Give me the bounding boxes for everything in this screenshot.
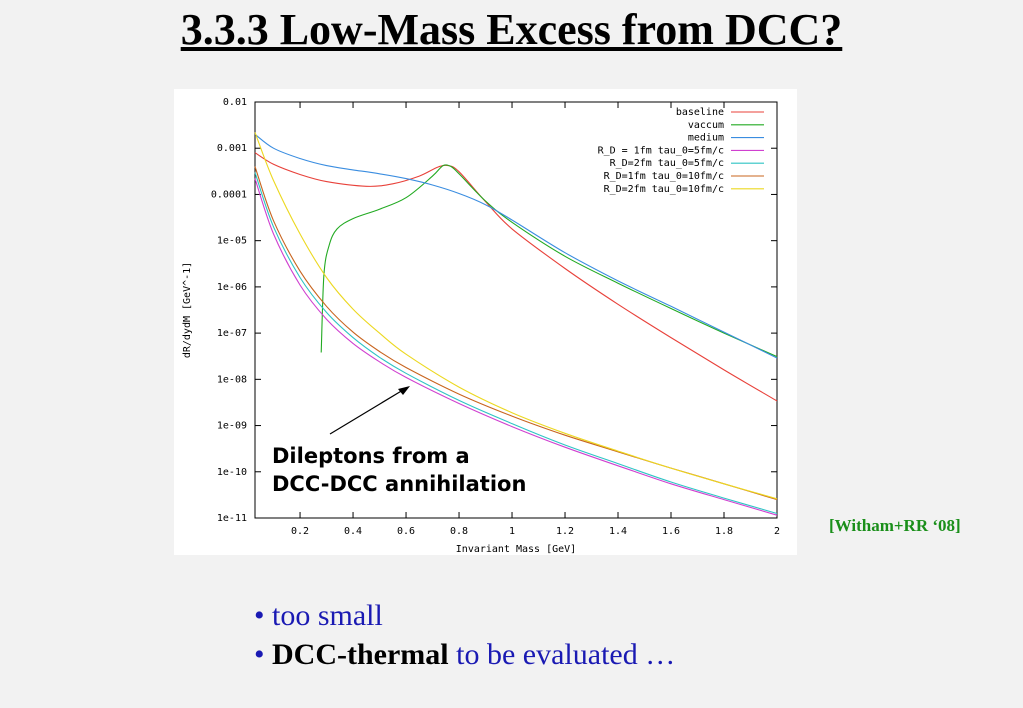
series-line-4 bbox=[254, 172, 778, 515]
series-line-2 bbox=[254, 133, 778, 359]
x-tick-label: 0.8 bbox=[450, 526, 468, 537]
x-tick-label: 1.2 bbox=[556, 526, 574, 537]
legend-label: baseline bbox=[676, 107, 724, 118]
y-tick-label: 0.001 bbox=[217, 143, 247, 154]
annotation-text: Dileptons from a DCC-DCC annihilation bbox=[272, 442, 526, 498]
legend-label: R_D = 1fm tau_0=5fm/c bbox=[598, 145, 724, 156]
legend-label: vaccum bbox=[688, 120, 724, 131]
bullet-item-1: • too small bbox=[254, 596, 675, 635]
y-tick-label: 1e-10 bbox=[217, 467, 247, 478]
bullet-text: too small bbox=[272, 599, 383, 632]
plot-frame bbox=[254, 101, 778, 519]
annotation-arrow bbox=[329, 389, 404, 435]
y-tick-label: 1e-05 bbox=[217, 236, 247, 247]
legend-label: R_D=2fm tau_0=5fm/c bbox=[610, 158, 724, 169]
y-tick-label: 1e-09 bbox=[217, 421, 247, 432]
y-tick-label: 1e-11 bbox=[217, 513, 247, 524]
bullet-marker: • bbox=[254, 638, 265, 671]
x-tick-label: 1.4 bbox=[609, 526, 627, 537]
x-tick-label: 1.8 bbox=[715, 526, 733, 537]
series-line-1 bbox=[320, 164, 778, 358]
bullet-text: to be evaluated … bbox=[456, 638, 676, 671]
y-tick-label: 1e-07 bbox=[217, 328, 247, 339]
legend-label: medium bbox=[688, 133, 724, 144]
y-tick-label: 1e-08 bbox=[217, 374, 247, 385]
series-line-3 bbox=[254, 178, 778, 516]
chart-panel: 0.2 0.4 0.6 0.8 1 1.2 1.4 1.6 1.8 2 1e-11 1e-10 1e-0… bbox=[174, 89, 797, 555]
bullet-list: • too small • DCC-thermal to be evaluate… bbox=[254, 596, 675, 674]
legend-label: R_D=2fm tau_0=10fm/c bbox=[604, 184, 724, 195]
x-tick-label: 1.6 bbox=[662, 526, 680, 537]
x-tick-label: 2 bbox=[774, 526, 780, 537]
slide-title: 3.3.3 Low-Mass Excess from DCC? bbox=[180, 5, 843, 54]
x-tick-label: 0.6 bbox=[397, 526, 415, 537]
series-layer bbox=[254, 132, 778, 516]
citation: [Witham+RR ‘08] bbox=[829, 516, 961, 535]
annotation-arrowhead bbox=[398, 386, 410, 395]
annotation-line-2: DCC-DCC annihilation bbox=[272, 472, 527, 496]
axis-ticks: 0.2 0.4 0.6 0.8 1 1.2 1.4 1.6 1.8 2 1e-11 1e-10 1e-0… bbox=[211, 97, 780, 537]
bullet-bold-text: DCC-thermal bbox=[272, 638, 449, 671]
legend-label: R_D=1fm tau_0=10fm/c bbox=[604, 171, 724, 182]
x-tick-label: 0.4 bbox=[344, 526, 362, 537]
series-line-6 bbox=[254, 132, 778, 500]
y-axis-label: dR/dydM [GeV^-1] bbox=[182, 262, 193, 358]
chart-svg: 0.2 0.4 0.6 0.8 1 1.2 1.4 1.6 1.8 2 1e-11 1e-10 1e-0… bbox=[182, 97, 780, 555]
x-tick-label: 1 bbox=[509, 526, 515, 537]
y-tick-label: 0.0001 bbox=[211, 189, 247, 200]
bullet-item-2: • DCC-thermal to be evaluated … bbox=[254, 635, 675, 674]
x-tick-label: 0.2 bbox=[291, 526, 309, 537]
bullet-marker: • bbox=[254, 599, 265, 632]
annotation-line-1: Dileptons from a bbox=[272, 444, 470, 468]
x-axis-label: Invariant Mass [GeV] bbox=[456, 544, 576, 555]
y-tick-label: 0.01 bbox=[223, 97, 247, 108]
y-tick-label: 1e-06 bbox=[217, 282, 247, 293]
